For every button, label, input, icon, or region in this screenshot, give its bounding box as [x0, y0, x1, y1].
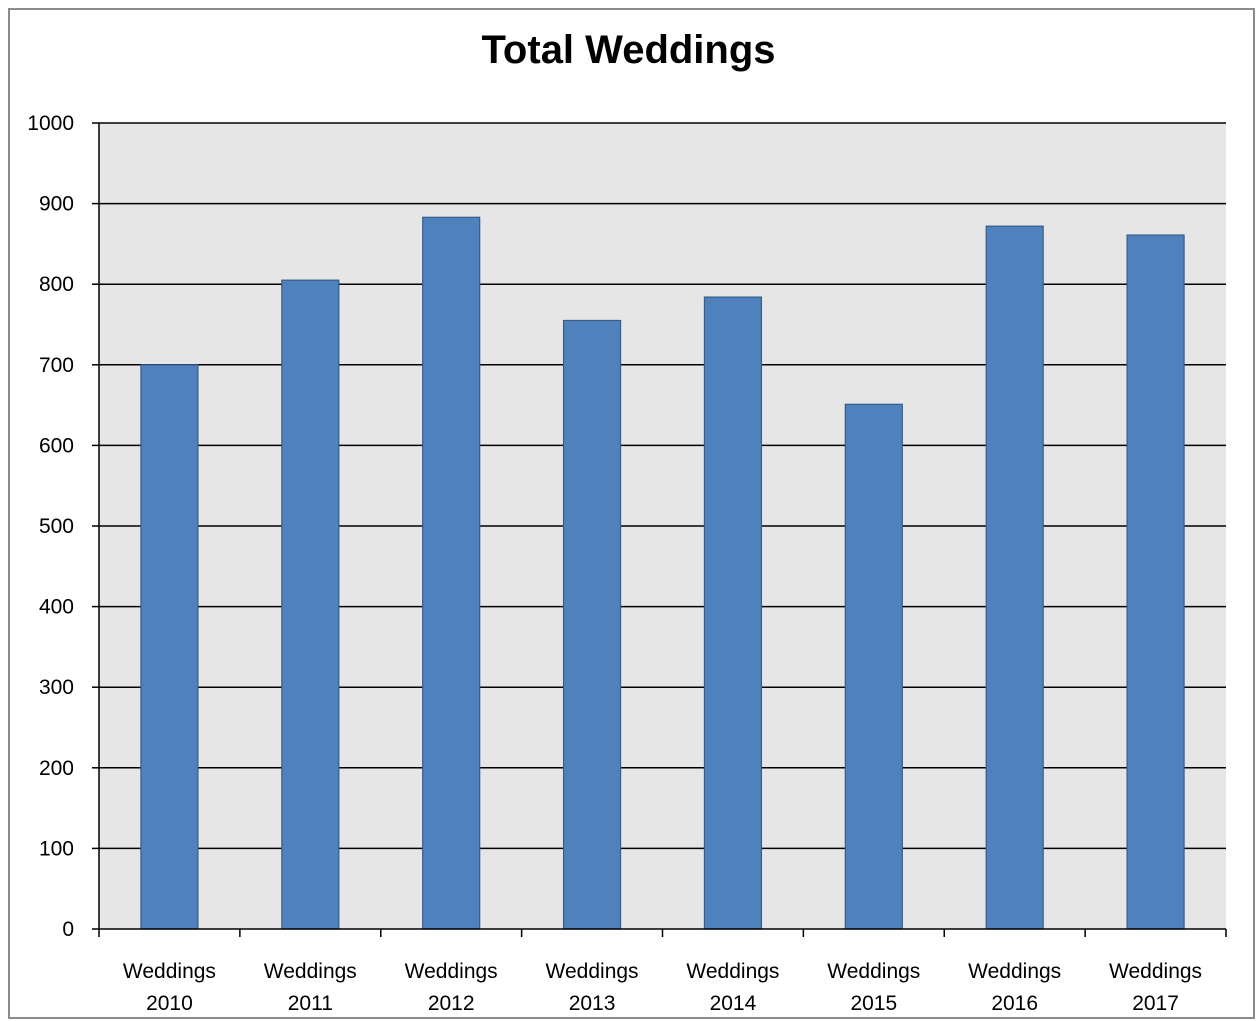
- x-tick-label: Weddings 2013: [546, 960, 639, 1015]
- bar: [422, 216, 481, 930]
- bars: [140, 216, 1185, 930]
- x-tick-label: Weddings 2014: [686, 960, 779, 1015]
- x-tick-label: Weddings 2011: [264, 960, 357, 1015]
- bar: [703, 296, 763, 930]
- bar: [844, 403, 903, 930]
- bar: [1126, 234, 1185, 930]
- x-tick-label: Weddings 2012: [405, 960, 498, 1015]
- y-tick-label: 200: [39, 757, 74, 780]
- y-tick-label: 300: [39, 676, 74, 699]
- y-tick-label: 1000: [27, 112, 74, 135]
- bar: [985, 225, 1044, 930]
- x-axis-ticks: Weddings 2010 Weddings 2011 Weddings 2012 Wedd…: [98, 929, 1227, 1015]
- x-tick-label: Weddings 2010: [123, 960, 216, 1015]
- x-tick-label: Weddings 2017: [1109, 960, 1202, 1015]
- y-tick-label: 800: [39, 273, 74, 296]
- y-axis-ticks: 0 100 200 300 400 500 600 700 800 900 1000: [27, 112, 99, 941]
- bar: [281, 279, 340, 930]
- y-tick-label: 500: [39, 515, 74, 538]
- y-tick-label: 100: [39, 837, 74, 860]
- bar: [140, 364, 199, 930]
- x-tick-label: Weddings 2016: [968, 960, 1061, 1015]
- y-tick-label: 0: [62, 918, 74, 941]
- chart-title: Total Weddings: [481, 28, 776, 72]
- y-tick-label: 900: [39, 193, 74, 216]
- y-tick-label: 600: [39, 434, 74, 457]
- y-tick-label: 400: [39, 596, 74, 619]
- y-tick-label: 700: [39, 354, 74, 377]
- bar: [562, 319, 622, 930]
- x-tick-label: Weddings 2015: [827, 960, 920, 1015]
